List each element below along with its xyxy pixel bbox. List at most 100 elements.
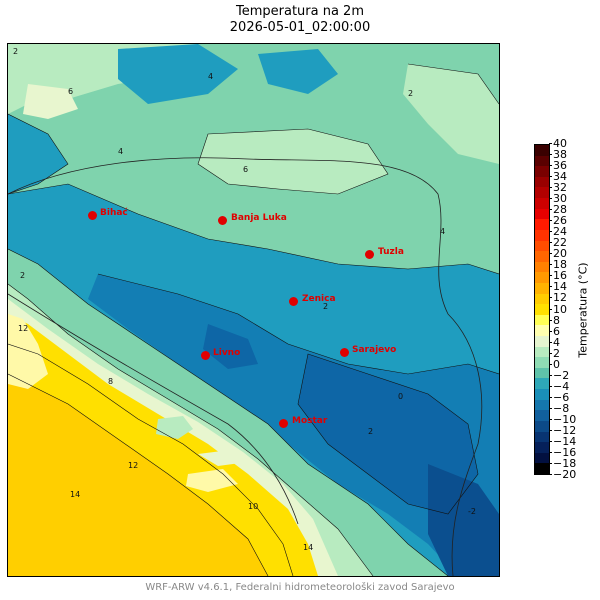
colorbar-segment xyxy=(535,304,549,316)
svg-text:2: 2 xyxy=(13,47,18,56)
colorbar-tick-label: −12 xyxy=(548,423,577,437)
colorbar-tick-label: 22 xyxy=(549,236,567,250)
colorbar-tick-label: 40 xyxy=(549,137,567,150)
colorbar-tick-label: 28 xyxy=(549,203,567,217)
city-label-sarajevo: Sarajevo xyxy=(352,345,397,355)
zenica-marker[interactable] xyxy=(289,297,298,306)
svg-text:2: 2 xyxy=(368,427,373,436)
svg-text:2: 2 xyxy=(20,271,25,280)
colorbar-segment xyxy=(535,272,549,284)
colorbar-segment xyxy=(535,357,549,369)
city-label-livno: Livno xyxy=(213,348,241,358)
temperature-map[interactable]: 2 6 4 4 6 2 4 2 12 12 14 14 10 8 2 0 -2 2 Bihać Banj… xyxy=(7,43,500,577)
colorbar-tick-label: −8 xyxy=(548,401,570,415)
bihac-marker[interactable] xyxy=(88,211,97,220)
svg-text:2: 2 xyxy=(323,302,328,311)
colorbar-segment xyxy=(535,240,549,252)
colorbar-segment xyxy=(535,420,549,433)
colorbar-segment xyxy=(535,452,549,464)
svg-text:2: 2 xyxy=(408,89,413,98)
colorbar-segment xyxy=(535,282,549,295)
temperature-field: 2 6 4 4 6 2 4 2 12 12 14 14 10 8 2 0 -2 2 xyxy=(8,44,499,576)
temperature-colorbar xyxy=(534,144,550,475)
svg-text:14: 14 xyxy=(303,543,313,552)
colorbar-segment xyxy=(535,198,549,210)
colorbar-segment xyxy=(535,261,549,273)
colorbar-tick-label: 10 xyxy=(549,302,567,316)
colorbar-segment xyxy=(535,336,549,348)
colorbar-tick-label: −18 xyxy=(548,456,577,470)
colorbar-segment xyxy=(535,378,549,390)
svg-text:12: 12 xyxy=(128,461,138,470)
colorbar-tick-label: −10 xyxy=(548,412,577,426)
colorbar-segment xyxy=(535,463,549,475)
svg-text:4: 4 xyxy=(440,227,445,236)
colorbar-tick-label: 38 xyxy=(549,148,567,162)
colorbar-segment xyxy=(535,251,549,263)
svg-text:12: 12 xyxy=(18,324,28,333)
mostar-marker[interactable] xyxy=(279,419,288,428)
colorbar-segment xyxy=(535,399,549,411)
livno-marker[interactable] xyxy=(201,351,210,360)
colorbar-segment xyxy=(535,155,549,167)
colorbar-tick-label: −6 xyxy=(548,390,570,404)
colorbar-segment xyxy=(535,346,549,358)
colorbar-tick-label: −20 xyxy=(548,468,577,481)
svg-text:-2: -2 xyxy=(468,507,476,516)
colorbar-segment xyxy=(535,389,549,401)
svg-text:14: 14 xyxy=(70,490,80,499)
colorbar-segment xyxy=(535,166,549,178)
colorbar-tick-label: 34 xyxy=(549,170,567,184)
colorbar-tick-label: 8 xyxy=(549,313,560,327)
city-label-banja-luka: Banja Luka xyxy=(231,213,287,223)
city-label-zenica: Zenica xyxy=(302,294,336,304)
colorbar-label: Temperatura (°C) xyxy=(576,262,590,358)
colorbar-tick-label: 4 xyxy=(549,335,560,349)
tuzla-marker[interactable] xyxy=(365,250,374,259)
colorbar-tick-label: 30 xyxy=(549,192,567,206)
colorbar-segment xyxy=(535,431,549,443)
colorbar-segment xyxy=(535,208,549,220)
colorbar-tick-label: 6 xyxy=(549,324,560,338)
sarajevo-marker[interactable] xyxy=(340,348,349,357)
svg-text:4: 4 xyxy=(118,147,123,156)
svg-text:6: 6 xyxy=(68,87,73,96)
colorbar-tick-label: 18 xyxy=(549,258,567,272)
map-subtitle: 2026-05-01_02:00:00 xyxy=(229,20,371,35)
colorbar-segment xyxy=(535,293,549,305)
colorbar-segment xyxy=(535,442,549,454)
colorbar-segment xyxy=(535,229,549,241)
colorbar-tick-label: 0 xyxy=(549,357,560,371)
colorbar-segment xyxy=(535,325,549,337)
colorbar-tick-label: −2 xyxy=(548,368,570,382)
colorbar-segment xyxy=(535,367,549,379)
colorbar-segment xyxy=(535,410,549,422)
footer-credit: WRF-ARW v4.6.1, Federalni hidrometeorolo… xyxy=(145,582,455,593)
colorbar-segment xyxy=(535,176,549,188)
city-label-bihac: Bihać xyxy=(100,208,128,218)
colorbar-tick-label: −14 xyxy=(548,434,577,448)
colorbar-segment xyxy=(535,187,549,199)
colorbar-tick-label: 32 xyxy=(549,181,567,195)
colorbar-tick-label: −4 xyxy=(548,379,570,393)
colorbar-tick-label: −16 xyxy=(548,445,577,459)
svg-text:6: 6 xyxy=(243,165,248,174)
colorbar-tick-label: 2 xyxy=(549,346,560,360)
svg-text:10: 10 xyxy=(248,502,258,511)
banja-luka-marker[interactable] xyxy=(218,216,227,225)
colorbar-tick-label: 20 xyxy=(549,247,567,261)
colorbar-segment xyxy=(535,145,549,157)
city-label-tuzla: Tuzla xyxy=(378,247,404,257)
map-title: Temperatura na 2m xyxy=(235,4,364,19)
colorbar-segment xyxy=(535,219,549,231)
colorbar-tick-label: 14 xyxy=(549,280,567,294)
colorbar-tick-label: 36 xyxy=(549,159,567,173)
colorbar-segment xyxy=(535,314,549,326)
svg-text:8: 8 xyxy=(108,377,113,386)
colorbar-tick-label: 24 xyxy=(549,225,567,239)
colorbar-tick-label: 12 xyxy=(549,291,567,305)
colorbar-tick-label: 26 xyxy=(549,214,567,228)
city-label-mostar: Mostar xyxy=(292,416,328,426)
svg-text:4: 4 xyxy=(208,72,213,81)
svg-text:0: 0 xyxy=(398,392,403,401)
